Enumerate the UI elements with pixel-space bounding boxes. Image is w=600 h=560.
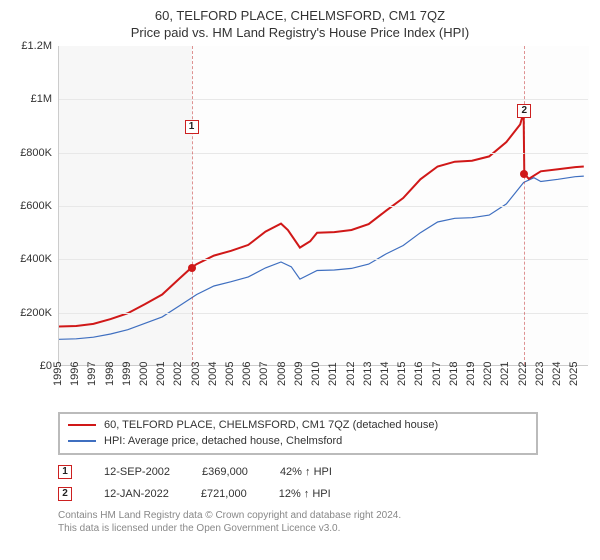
y-tick-label: £800K bbox=[20, 147, 52, 159]
x-tick-label: 2013 bbox=[362, 362, 374, 386]
x-tick-label: 2017 bbox=[431, 362, 443, 386]
x-tick-label: 1997 bbox=[86, 362, 98, 386]
event-marker-box: 2 bbox=[58, 487, 72, 501]
event-marker-box: 1 bbox=[58, 465, 72, 479]
y-tick-label: £600K bbox=[20, 200, 52, 212]
legend-label: 60, TELFORD PLACE, CHELMSFORD, CM1 7QZ (… bbox=[104, 419, 438, 431]
event-price: £721,000 bbox=[201, 488, 247, 500]
x-tick-label: 2021 bbox=[499, 362, 511, 386]
y-tick-label: £1.2M bbox=[21, 40, 52, 52]
gridline bbox=[59, 259, 588, 260]
gridline bbox=[59, 153, 588, 154]
y-tick-label: £400K bbox=[20, 253, 52, 265]
event-vline bbox=[192, 46, 193, 365]
event-delta: 12% ↑ HPI bbox=[279, 488, 331, 500]
y-tick-label: £0 bbox=[40, 360, 52, 372]
x-tick-label: 2025 bbox=[568, 362, 580, 386]
x-tick-label: 2012 bbox=[345, 362, 357, 386]
gridline bbox=[59, 99, 588, 100]
y-tick-label: £200K bbox=[20, 307, 52, 319]
x-tick-label: 2009 bbox=[293, 362, 305, 386]
event-delta: 42% ↑ HPI bbox=[280, 466, 332, 478]
x-tick-label: 2015 bbox=[396, 362, 408, 386]
x-tick-label: 2002 bbox=[172, 362, 184, 386]
event-row: 2 12-JAN-2022 £721,000 12% ↑ HPI bbox=[58, 483, 588, 505]
event-price: £369,000 bbox=[202, 466, 248, 478]
plot-region: 12 bbox=[58, 46, 588, 366]
attribution-text: Contains HM Land Registry data © Crown c… bbox=[58, 509, 588, 535]
event-date: 12-JAN-2022 bbox=[104, 488, 169, 500]
event-dot bbox=[188, 264, 196, 272]
page-title: 60, TELFORD PLACE, CHELMSFORD, CM1 7QZ bbox=[12, 8, 588, 23]
x-tick-label: 1998 bbox=[104, 362, 116, 386]
gridline bbox=[59, 206, 588, 207]
event-table: 1 12-SEP-2002 £369,000 42% ↑ HPI 2 12-JAN-202… bbox=[58, 461, 588, 505]
x-tick-label: 2003 bbox=[190, 362, 202, 386]
x-tick-label: 2014 bbox=[379, 362, 391, 386]
x-tick-label: 2020 bbox=[482, 362, 494, 386]
attribution-line: This data is licensed under the Open Gov… bbox=[58, 522, 588, 535]
x-tick-label: 2022 bbox=[517, 362, 529, 386]
chart-area: £0£200K£400K£600K£800K£1M£1.2M 12 199519… bbox=[12, 46, 588, 406]
x-tick-label: 2005 bbox=[224, 362, 236, 386]
x-tick-label: 2018 bbox=[448, 362, 460, 386]
event-marker-box: 1 bbox=[185, 120, 199, 134]
legend-row: 60, TELFORD PLACE, CHELMSFORD, CM1 7QZ (… bbox=[68, 417, 528, 433]
event-date: 12-SEP-2002 bbox=[104, 466, 170, 478]
legend-label: HPI: Average price, detached house, Chel… bbox=[104, 435, 342, 447]
x-tick-label: 2010 bbox=[310, 362, 322, 386]
event-dot bbox=[520, 170, 528, 178]
x-tick-label: 2008 bbox=[276, 362, 288, 386]
series-line bbox=[59, 112, 584, 326]
legend-swatch bbox=[68, 440, 96, 442]
y-axis-labels: £0£200K£400K£600K£800K£1M£1.2M bbox=[12, 46, 56, 366]
x-tick-label: 2024 bbox=[551, 362, 563, 386]
page-subtitle: Price paid vs. HM Land Registry's House … bbox=[12, 25, 588, 40]
x-axis-labels: 1995199619971998199920002001200220032004… bbox=[58, 368, 588, 406]
gridline bbox=[59, 313, 588, 314]
x-tick-label: 1996 bbox=[69, 362, 81, 386]
event-marker-box: 2 bbox=[517, 104, 531, 118]
y-tick-label: £1M bbox=[31, 93, 52, 105]
x-tick-label: 2006 bbox=[241, 362, 253, 386]
series-line bbox=[59, 176, 584, 339]
x-tick-label: 2019 bbox=[465, 362, 477, 386]
x-tick-label: 2023 bbox=[534, 362, 546, 386]
attribution-line: Contains HM Land Registry data © Crown c… bbox=[58, 509, 588, 522]
legend-swatch bbox=[68, 424, 96, 426]
legend-box: 60, TELFORD PLACE, CHELMSFORD, CM1 7QZ (… bbox=[58, 412, 538, 455]
x-tick-label: 2016 bbox=[413, 362, 425, 386]
x-tick-label: 2000 bbox=[138, 362, 150, 386]
x-tick-label: 2001 bbox=[155, 362, 167, 386]
x-tick-label: 1995 bbox=[52, 362, 64, 386]
x-tick-label: 1999 bbox=[121, 362, 133, 386]
event-vline bbox=[524, 46, 525, 365]
x-tick-label: 2011 bbox=[327, 362, 339, 386]
legend-row: HPI: Average price, detached house, Chel… bbox=[68, 433, 528, 449]
x-tick-label: 2007 bbox=[258, 362, 270, 386]
event-row: 1 12-SEP-2002 £369,000 42% ↑ HPI bbox=[58, 461, 588, 483]
x-tick-label: 2004 bbox=[207, 362, 219, 386]
